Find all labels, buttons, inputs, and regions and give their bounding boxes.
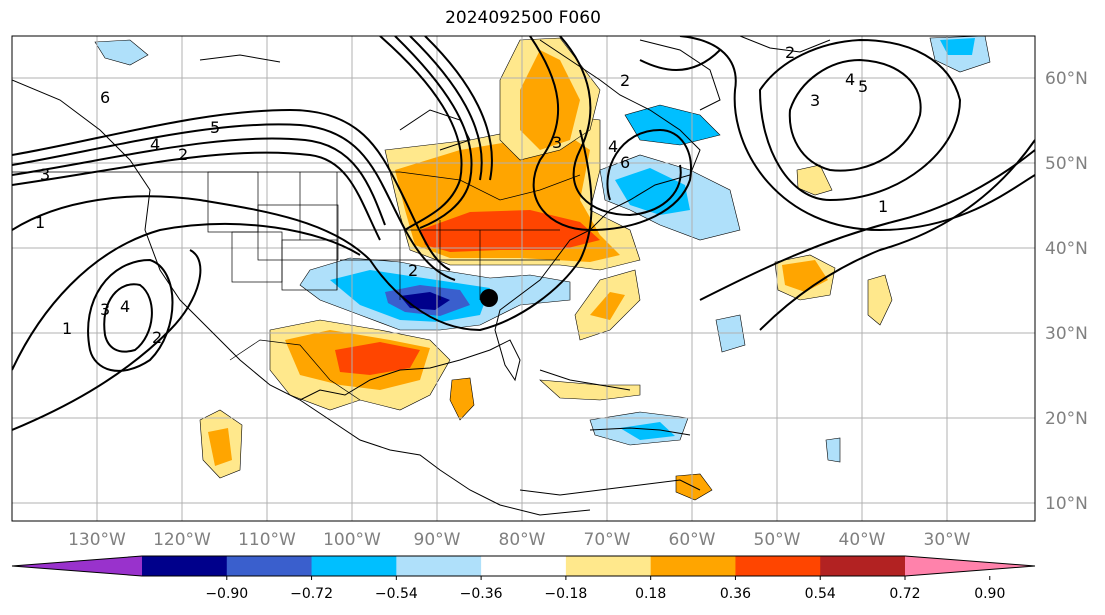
colorbar-segment: [311, 556, 397, 576]
contour-label: 4: [150, 135, 160, 154]
borders: [12, 171, 581, 401]
lon-label-100W: 100°W: [323, 530, 381, 550]
lat-label-40N: 40°N: [1045, 239, 1088, 259]
lon-label-90W: 90°W: [414, 530, 461, 550]
colorbar-segment: [142, 556, 228, 576]
lon-label-40W: 40°W: [839, 530, 886, 550]
contour-label: 1: [35, 213, 45, 232]
contour-label: 3: [552, 133, 562, 152]
contour-label: 3: [100, 300, 110, 319]
colorbar-extend-low: [12, 556, 142, 576]
height-contours: [12, 36, 1035, 431]
warm-anomaly-labrador-mid: [520, 50, 580, 150]
colorbar-tick-label: −0.54: [375, 586, 418, 602]
contour-label: 5: [210, 118, 220, 137]
cold-anomaly-newfoundland-mid: [615, 168, 690, 215]
cold-anomaly-caribbean-core: [620, 422, 675, 440]
contour-label: 2: [408, 261, 418, 280]
lon-label-60W: 60°W: [669, 530, 716, 550]
anomaly-shading: [94, 36, 991, 501]
colorbar-segment: [650, 556, 736, 576]
lon-label-130W: 130°W: [68, 530, 126, 550]
contour-label: 4: [608, 137, 618, 156]
colorbar-tick-label: 0.72: [889, 586, 920, 602]
warm-anomaly-caribbean-s: [449, 377, 475, 421]
colorbar-tick-label: 0.54: [805, 586, 836, 602]
colorbar-tick-label: −0.72: [290, 586, 333, 602]
colorbar: −0.90 −0.72 −0.54 −0.36 −0.18 0.18 0.36 0.54 0.7…: [11, 555, 1036, 602]
lon-label-80W: 80°W: [499, 530, 546, 550]
lon-label-50W: 50°W: [754, 530, 801, 550]
cold-anomaly-greenland-core: [940, 38, 975, 55]
lat-label-30N: 30°N: [1045, 324, 1088, 344]
lat-label-50N: 50°N: [1045, 154, 1088, 174]
lon-labels: 130°W 120°W 110°W 100°W 90°W 80°W 70°W 6…: [68, 530, 971, 550]
contour-label: 6: [100, 88, 110, 107]
lon-label-120W: 120°W: [153, 530, 211, 550]
warm-anomaly-pacific-core: [208, 428, 232, 466]
contour-label: 2: [152, 328, 162, 347]
contour-label: 2: [178, 145, 188, 164]
colorbar-tick-label: −0.90: [205, 586, 248, 602]
contour-label: 1: [62, 319, 72, 338]
colorbar-tick-label: −0.36: [460, 586, 503, 602]
colorbar-segment: [481, 556, 567, 576]
colorbar-tick-label: 0.18: [635, 586, 666, 602]
contour-label: 6: [620, 153, 630, 172]
map-title: 2024092500 F060: [445, 8, 601, 28]
graticule: [12, 36, 1035, 521]
colorbar-extend-high: [905, 556, 1035, 576]
colorbar-segment: [565, 556, 652, 576]
lat-label-60N: 60°N: [1045, 69, 1088, 89]
lat-label-20N: 20°N: [1045, 409, 1088, 429]
colorbar-segment: [226, 556, 313, 576]
contour-label: 3: [810, 91, 820, 110]
warm-anomaly-atlantic-3: [867, 274, 893, 326]
storm-center-dot: [480, 289, 498, 307]
lon-label-30W: 30°W: [924, 530, 971, 550]
cold-anomaly-atlantic-b: [825, 437, 841, 463]
contour-label: 4: [120, 297, 130, 316]
colorbar-segment: [820, 556, 906, 576]
contour-label: 4: [845, 70, 855, 89]
colorbar-tick-label: −0.18: [544, 586, 587, 602]
warm-anomaly-atlantic-4: [796, 164, 833, 196]
contour-label: 5: [858, 77, 868, 96]
lat-label-10N: 10°N: [1045, 494, 1088, 514]
colorbar-segment: [396, 556, 482, 576]
contour-label: 2: [620, 71, 630, 90]
lon-label-70W: 70°W: [584, 530, 631, 550]
contour-label: 2: [785, 43, 795, 62]
lon-label-110W: 110°W: [238, 530, 296, 550]
colorbar-segment: [735, 556, 821, 576]
colorbar-tick-label: 0.90: [974, 586, 1005, 602]
lat-labels: 60°N 50°N 40°N 30°N 20°N 10°N: [1045, 69, 1088, 514]
contour-labels: 6 5 4 3 2 1 3 4 2 1 2 3 4 6 2 3 4 5 1 2: [35, 43, 888, 347]
contour-label: 3: [40, 165, 50, 184]
colorbar-tick-label: 0.36: [720, 586, 751, 602]
contour-label: 1: [878, 197, 888, 216]
map-frame: [11, 35, 1036, 522]
cold-anomaly-alaska: [94, 39, 149, 66]
colorbar-outline: [11, 555, 1036, 577]
warm-anomaly-gulf-core: [335, 342, 420, 375]
